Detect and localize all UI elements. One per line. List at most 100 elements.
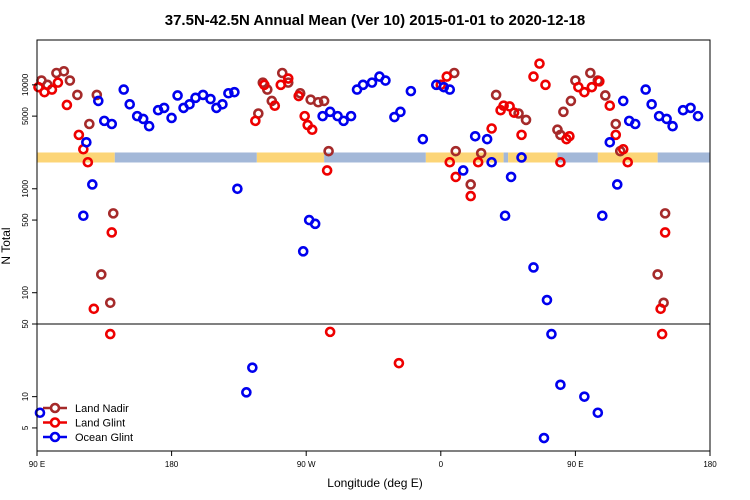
point-land-nadir [600,90,611,101]
point-land-glint [508,107,520,118]
x-tick-label: 0 [439,460,444,469]
point-land-nadir [312,96,324,108]
x-axis-label: Longitude (deg E) [327,476,422,490]
point-land-glint [293,90,305,102]
y-tick-label: 5000 [21,107,30,125]
point-land-nadir [490,89,502,101]
point-land-glint [465,190,477,202]
point-land-nadir [465,179,477,190]
point-ocean-glint [692,110,704,122]
point-ocean-glint [158,102,170,114]
point-land-glint [250,115,261,127]
point-land-glint [498,100,509,111]
point-land-glint [540,79,551,91]
point-land-glint [586,81,598,93]
point-land-glint [622,156,634,168]
point-ocean-glint [469,130,481,142]
point-land-glint [275,79,287,91]
point-ocean-glint [667,120,678,132]
point-ocean-glint [232,183,243,195]
point-ocean-glint [538,432,550,444]
point-land-glint [472,156,484,168]
band-segment-ocean [503,152,509,163]
band-segment-ocean [114,152,257,163]
point-land-nadir [475,147,487,159]
point-land-nadir [652,269,663,280]
point-ocean-glint [137,113,149,125]
point-ocean-glint [457,165,469,176]
point-ocean-glint [528,262,539,273]
band-segment-ocean [657,152,710,163]
point-ocean-glint [78,210,89,222]
point-land-nadir [91,89,103,101]
point-land-glint [306,124,318,136]
point-ocean-glint [93,95,104,107]
point-ocean-glint [579,391,590,402]
point-ocean-glint [486,156,497,168]
surface-band [37,152,710,163]
point-land-glint [450,171,462,183]
point-ocean-glint [597,210,608,222]
point-land-glint [659,227,671,238]
data-points [33,58,704,444]
point-ocean-glint [106,118,118,130]
point-land-glint [579,86,590,98]
point-land-glint [655,303,666,315]
point-land-glint [656,328,668,340]
point-land-glint [61,99,73,111]
legend-marker [49,402,61,414]
point-ocean-glint [617,95,629,107]
legend-label: Ocean Glint [75,432,133,444]
point-ocean-glint [505,171,517,183]
point-ocean-glint [241,387,252,398]
plot-frame [36,39,711,452]
point-land-glint [46,84,58,95]
point-land-glint [269,100,281,111]
legend-label: Land Nadir [75,403,129,415]
point-ocean-glint [172,90,183,101]
point-land-glint [534,58,545,69]
point-land-glint [33,81,44,93]
point-ocean-glint [417,133,429,145]
y-axis-label: N Total [0,227,13,264]
legend-marker [49,417,61,428]
y-tick-label: 10 [21,392,30,401]
chart-title: 37.5N-42.5N Annual Mean (Ver 10) 2015-01… [165,12,585,29]
point-ocean-glint [124,98,136,110]
point-ocean-glint [646,98,657,110]
legend: Land Nadir Land Glint Ocean Glint [43,402,133,444]
legend-label: Land Glint [75,418,125,430]
point-land-glint [555,156,566,168]
point-land-glint [73,129,85,141]
point-land-glint [106,227,118,238]
point-ocean-glint [324,106,336,118]
point-ocean-glint [345,110,357,122]
band-segment-ocean [324,152,426,163]
point-ocean-glint [317,110,328,122]
point-ocean-glint [81,136,92,148]
point-ocean-glint [546,328,557,340]
point-land-glint [573,81,584,93]
point-ocean-glint [229,86,240,98]
point-ocean-glint [205,93,216,105]
point-land-nadir [450,145,462,157]
point-land-glint [324,326,336,338]
x-tick-label: 180 [703,460,717,469]
point-ocean-glint [661,113,672,125]
point-land-nadir [558,106,569,118]
point-land-glint [82,156,94,168]
point-ocean-glint [297,246,309,257]
point-land-glint [594,76,605,87]
point-ocean-glint [555,379,566,391]
point-land-nadir [96,269,107,280]
point-land-glint [393,357,405,369]
point-land-glint [604,100,616,111]
band-segment-land [425,152,504,163]
band-segment-land [256,152,325,163]
point-ocean-glint [184,98,195,110]
point-ocean-glint [197,89,209,101]
point-land-glint [486,123,497,134]
y-tick-label: 500 [21,213,30,227]
point-land-nadir [58,65,70,77]
